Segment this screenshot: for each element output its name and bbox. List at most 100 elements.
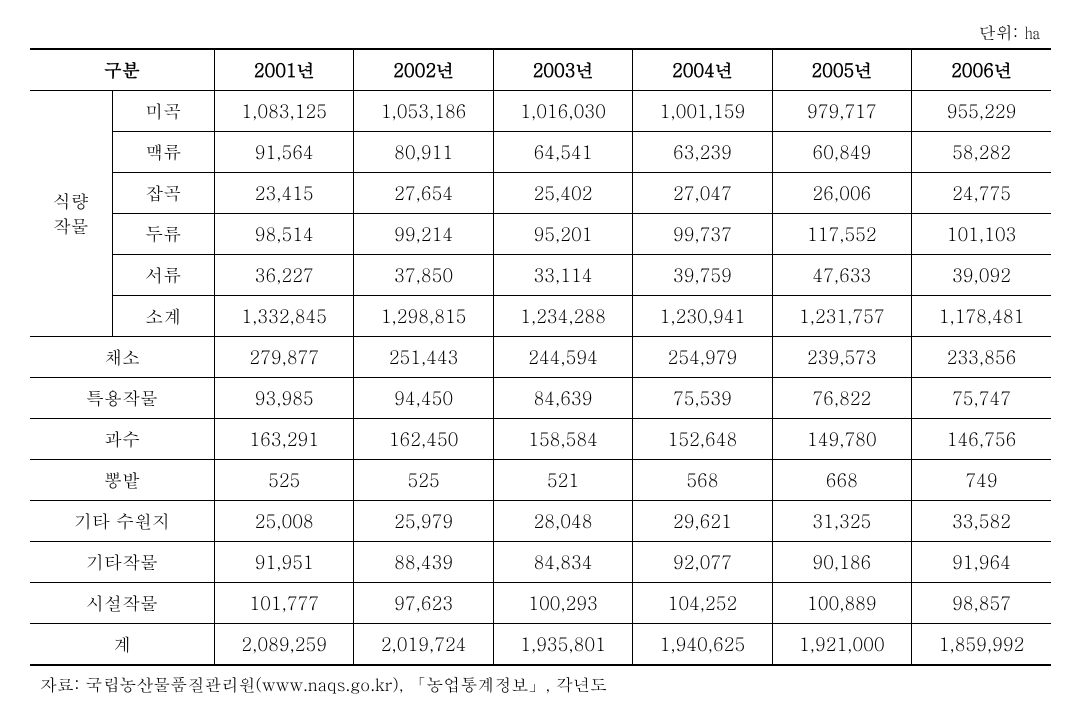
row-value: 1,016,030 [493, 91, 632, 132]
row-value: 149,780 [772, 419, 911, 460]
total-value: 1,935,801 [493, 624, 632, 666]
row-value: 749 [912, 460, 1051, 501]
row-value: 60,849 [772, 132, 911, 173]
row-value: 1,178,481 [912, 296, 1051, 337]
row-value: 1,234,288 [493, 296, 632, 337]
row-value: 668 [772, 460, 911, 501]
total-value: 1,921,000 [772, 624, 911, 666]
row-value: 1,230,941 [633, 296, 772, 337]
header-year: 2005년 [772, 49, 911, 91]
row-value: 33,114 [493, 255, 632, 296]
table-row: 기타작물91,95188,43984,83492,07790,18691,964 [30, 542, 1051, 583]
row-label: 시설작물 [30, 583, 215, 624]
row-value: 525 [354, 460, 493, 501]
table-row: 잡곡23,41527,65425,40227,04726,00624,775 [30, 173, 1051, 214]
row-value: 239,573 [772, 337, 911, 378]
row-value: 99,214 [354, 214, 493, 255]
row-label: 잡곡 [112, 173, 215, 214]
row-value: 84,834 [493, 542, 632, 583]
row-label: 기타 수원지 [30, 501, 215, 542]
row-label: 특용작물 [30, 378, 215, 419]
row-value: 31,325 [772, 501, 911, 542]
source-note: 자료: 국립농산물품질관리원(www.naqs.go.kr), 「농업통계정보」… [30, 672, 1051, 696]
row-value: 84,639 [493, 378, 632, 419]
row-value: 97,623 [354, 583, 493, 624]
row-value: 75,747 [912, 378, 1051, 419]
data-table: 구분 2001년 2002년 2003년 2004년 2005년 2006년 식… [30, 48, 1051, 666]
row-value: 80,911 [354, 132, 493, 173]
row-label: 과수 [30, 419, 215, 460]
row-value: 979,717 [772, 91, 911, 132]
row-value: 521 [493, 460, 632, 501]
row-value: 568 [633, 460, 772, 501]
row-value: 100,293 [493, 583, 632, 624]
row-value: 36,227 [215, 255, 354, 296]
total-label: 계 [30, 624, 215, 666]
row-value: 1,298,815 [354, 296, 493, 337]
row-value: 28,048 [493, 501, 632, 542]
row-value: 104,252 [633, 583, 772, 624]
row-value: 39,092 [912, 255, 1051, 296]
table-row: 맥류91,56480,91164,54163,23960,84958,282 [30, 132, 1051, 173]
row-label: 미곡 [112, 91, 215, 132]
row-label: 뽕밭 [30, 460, 215, 501]
row-value: 244,594 [493, 337, 632, 378]
table-row: 소계1,332,8451,298,8151,234,2881,230,9411,… [30, 296, 1051, 337]
row-label: 서류 [112, 255, 215, 296]
total-row: 계2,089,2592,019,7241,935,8011,940,6251,9… [30, 624, 1051, 666]
table-row: 두류98,51499,21495,20199,737117,552101,103 [30, 214, 1051, 255]
row-value: 27,654 [354, 173, 493, 214]
row-value: 101,103 [912, 214, 1051, 255]
table-row: 과수163,291162,450158,584152,648149,780146… [30, 419, 1051, 460]
row-value: 146,756 [912, 419, 1051, 460]
row-value: 88,439 [354, 542, 493, 583]
table-row: 시설작물101,77797,623100,293104,252100,88998… [30, 583, 1051, 624]
row-value: 254,979 [633, 337, 772, 378]
row-value: 25,008 [215, 501, 354, 542]
row-value: 91,564 [215, 132, 354, 173]
row-value: 27,047 [633, 173, 772, 214]
row-value: 117,552 [772, 214, 911, 255]
row-value: 1,332,845 [215, 296, 354, 337]
row-value: 100,889 [772, 583, 911, 624]
row-value: 37,850 [354, 255, 493, 296]
total-value: 2,089,259 [215, 624, 354, 666]
row-value: 1,083,125 [215, 91, 354, 132]
row-value: 75,539 [633, 378, 772, 419]
row-label: 맥류 [112, 132, 215, 173]
row-value: 95,201 [493, 214, 632, 255]
row-value: 101,777 [215, 583, 354, 624]
row-value: 76,822 [772, 378, 911, 419]
total-value: 1,940,625 [633, 624, 772, 666]
header-year: 2001년 [215, 49, 354, 91]
row-value: 152,648 [633, 419, 772, 460]
row-value: 47,633 [772, 255, 911, 296]
row-value: 63,239 [633, 132, 772, 173]
header-category: 구분 [30, 49, 215, 91]
row-label: 두류 [112, 214, 215, 255]
row-value: 33,582 [912, 501, 1051, 542]
row-value: 279,877 [215, 337, 354, 378]
row-value: 64,541 [493, 132, 632, 173]
row-value: 91,964 [912, 542, 1051, 583]
total-value: 2,019,724 [354, 624, 493, 666]
row-value: 94,450 [354, 378, 493, 419]
row-value: 163,291 [215, 419, 354, 460]
table-row: 식량작물미곡1,083,1251,053,1861,016,0301,001,1… [30, 91, 1051, 132]
row-value: 25,402 [493, 173, 632, 214]
table-row: 특용작물93,98594,45084,63975,53976,82275,747 [30, 378, 1051, 419]
header-year: 2003년 [493, 49, 632, 91]
row-value: 233,856 [912, 337, 1051, 378]
row-value: 251,443 [354, 337, 493, 378]
row-value: 90,186 [772, 542, 911, 583]
row-value: 1,053,186 [354, 91, 493, 132]
header-year: 2002년 [354, 49, 493, 91]
row-value: 93,985 [215, 378, 354, 419]
row-value: 525 [215, 460, 354, 501]
table-row: 채소279,877251,443244,594254,979239,573233… [30, 337, 1051, 378]
total-value: 1,859,992 [912, 624, 1051, 666]
table-header-row: 구분 2001년 2002년 2003년 2004년 2005년 2006년 [30, 49, 1051, 91]
row-value: 39,759 [633, 255, 772, 296]
table-row: 기타 수원지25,00825,97928,04829,62131,32533,5… [30, 501, 1051, 542]
row-value: 98,514 [215, 214, 354, 255]
